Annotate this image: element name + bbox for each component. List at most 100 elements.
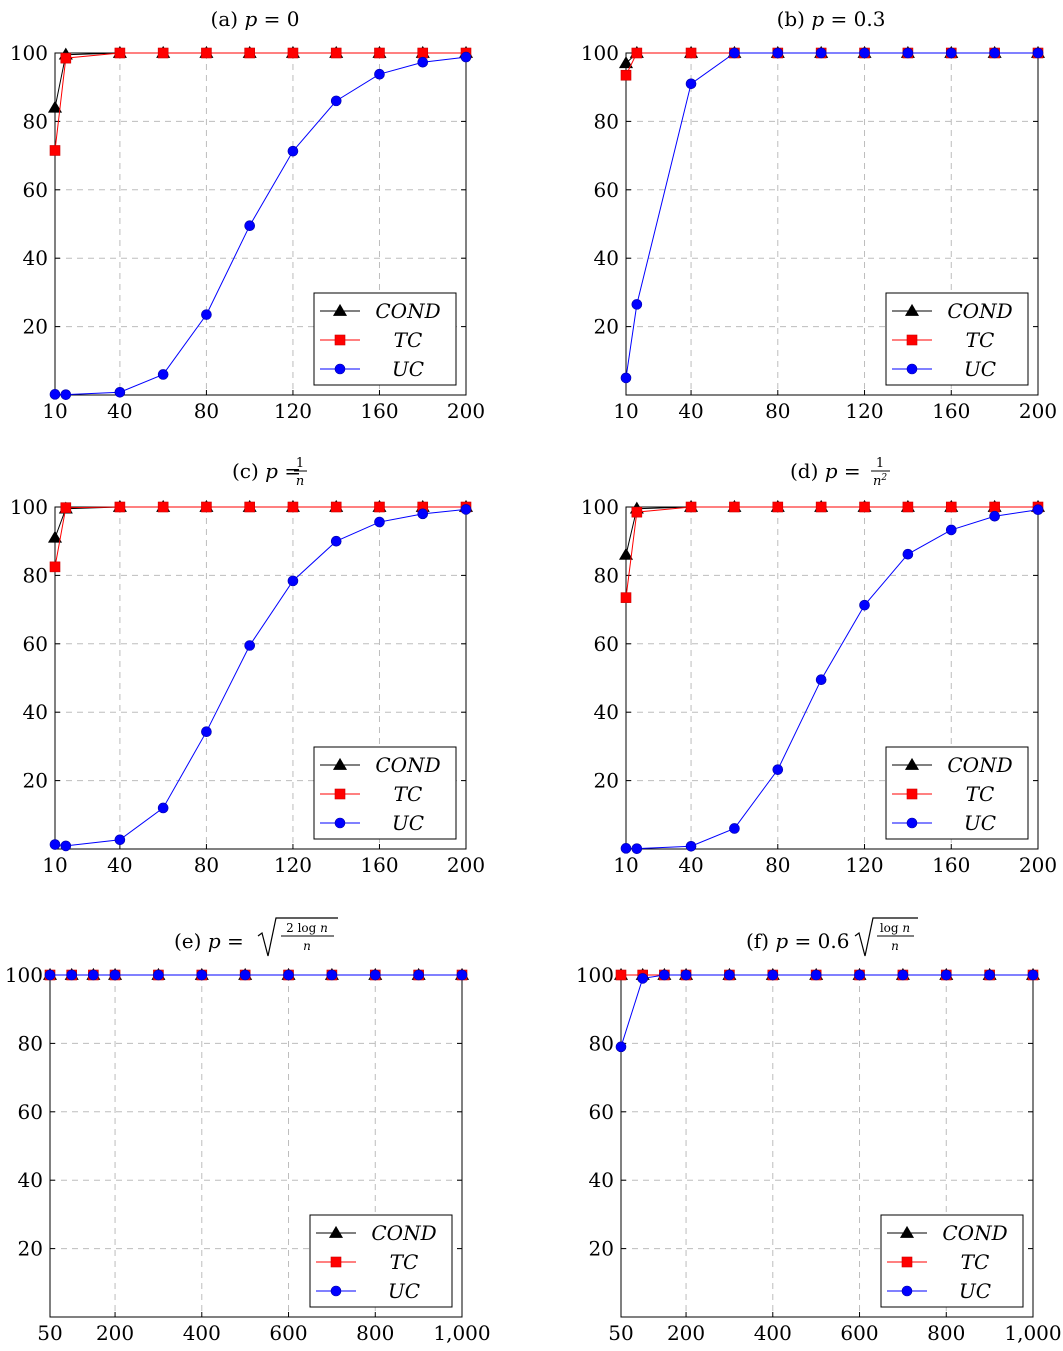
data-point-tc [945,501,957,513]
legend-label-tc: TC [961,1250,990,1274]
data-point-uc [49,389,61,400]
data-point-uc [815,674,827,686]
legend-label-uc: UC [392,357,424,381]
data-point-uc [330,535,342,547]
data-point-uc [854,969,865,981]
x-tick-label: 1,000 [433,1321,490,1345]
data-point-tc [772,501,784,513]
legend-marker-uc [334,817,346,829]
fraction-numerator: 1 [876,456,884,471]
fraction-numerator: 2 log n [286,921,328,935]
x-tick-label: 120 [845,853,883,877]
legend-label-uc: UC [392,811,424,835]
x-tick-label: 120 [274,399,312,423]
data-point-uc [201,309,212,320]
legend-marker-uc [906,363,918,375]
y-tick-label: 80 [594,563,619,587]
series-line-tc [625,506,1038,598]
legend-label-tc: TC [966,782,995,806]
data-point-tc [815,501,827,513]
fraction-denominator: n [891,939,899,953]
data-point-tc [49,561,61,573]
legend-marker-uc [906,817,918,829]
data-point-uc [201,726,212,737]
data-point-uc [460,51,472,63]
data-point-tc [620,69,632,81]
legend-marker-tc [901,1256,913,1268]
data-point-uc [417,56,429,68]
data-point-tc [631,506,643,518]
panel-title: (e) p = [174,929,244,953]
fraction-numerator: 1 [296,456,304,471]
y-tick-label: 60 [594,178,619,202]
x-tick-label: 200 [667,1321,705,1345]
data-point-uc [374,516,385,528]
data-point-uc [897,969,909,981]
data-point-tc [201,47,212,59]
data-point-tc [157,501,169,513]
data-point-uc [114,386,126,398]
y-tick-label: 60 [18,1100,43,1124]
data-point-tc [244,501,255,513]
data-point-uc [989,47,1000,59]
data-point-uc [49,839,61,850]
y-tick-label: 40 [594,700,619,724]
x-tick-label: 10 [42,399,67,423]
legend-label-cond: COND [371,1221,436,1245]
data-point-uc [815,47,827,59]
y-tick-label: 100 [5,963,43,987]
data-point-uc [631,299,643,310]
data-point-tc [157,47,169,59]
data-point-uc [631,843,643,854]
data-point-uc [680,969,692,981]
legend-label-uc: UC [964,357,996,381]
x-tick-label: 80 [765,399,790,423]
data-point-tc [417,47,429,59]
legend-marker-cond [332,757,348,770]
panel-title: (a) p = 0 [211,7,300,31]
x-tick-label: 80 [194,853,219,877]
data-point-uc [859,47,870,59]
data-point-uc [767,969,779,981]
sqrt-radical [854,917,918,957]
data-point-uc [244,640,255,651]
legend-marker-uc [901,1285,913,1297]
data-point-cond [47,100,63,113]
data-point-tc [330,501,342,513]
data-point-tc [244,47,255,59]
legend-marker-cond [328,1225,344,1238]
legend-label-tc: TC [394,782,423,806]
y-tick-label: 20 [18,1237,43,1261]
sqrt-radical [257,917,338,957]
y-tick-label: 100 [581,495,619,519]
y-tick-label: 40 [589,1168,614,1192]
panel-d: (d) p = 1 n2 10 40 80 120 160 200 20 40 60 80 100 C… [581,456,1057,877]
data-point-uc [44,969,56,981]
data-point-tc [201,501,212,513]
data-point-uc [88,969,99,981]
data-point-tc [330,47,342,59]
legend-marker-cond [904,757,920,770]
y-tick-label: 20 [594,769,619,793]
data-point-uc [456,969,468,981]
x-tick-label: 200 [447,853,485,877]
fraction-denominator: n2 [873,473,887,489]
x-tick-label: 600 [269,1321,307,1345]
data-point-tc [631,47,643,59]
x-tick-label: 800 [927,1321,965,1345]
x-tick-label: 400 [754,1321,792,1345]
y-tick-label: 40 [18,1168,43,1192]
data-point-tc [114,501,126,513]
data-point-tc [685,501,697,513]
panel-a: (a) p = 0 10 40 80 120 160 200 20 40 60 80 100 COND… [10,7,485,423]
data-point-uc [287,145,299,157]
x-tick-label: 10 [42,853,67,877]
y-tick-label: 20 [23,769,48,793]
x-tick-label: 50 [608,1321,633,1345]
data-point-tc [287,501,299,513]
x-tick-label: 200 [447,399,485,423]
y-tick-label: 40 [23,700,48,724]
legend-marker-tc [334,788,346,800]
x-tick-label: 160 [360,399,398,423]
